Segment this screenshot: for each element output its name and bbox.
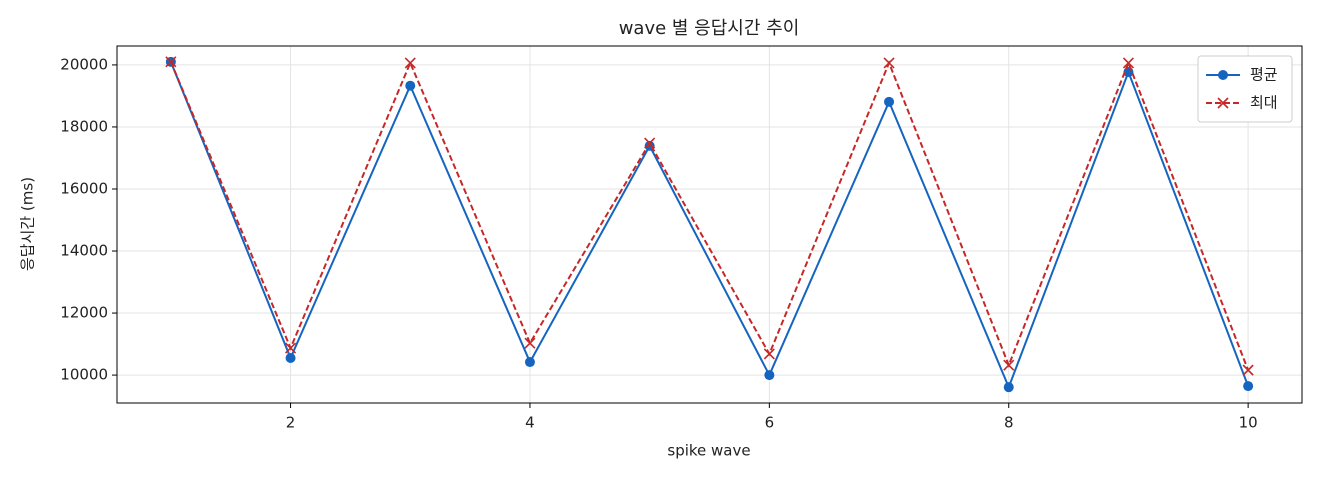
x-tick-label: 2 <box>286 414 296 432</box>
y-axis-label: 응답시간 (ms) <box>19 177 37 271</box>
legend-marker <box>1218 70 1228 80</box>
y-tick-label: 18000 <box>60 117 108 135</box>
y-tick-label: 10000 <box>60 366 108 384</box>
data-point <box>763 348 775 360</box>
data-point <box>524 357 535 368</box>
legend-marker <box>1217 97 1229 109</box>
y-tick-label: 16000 <box>60 179 108 197</box>
chart-title: wave 별 응답시간 추이 <box>619 18 800 39</box>
y-tick-label: 12000 <box>60 304 108 322</box>
data-point <box>1003 359 1015 371</box>
data-point <box>883 57 895 69</box>
y-tick-label: 14000 <box>60 242 108 260</box>
data-point <box>405 80 416 91</box>
data-point <box>644 137 656 149</box>
data-point <box>524 337 536 349</box>
x-tick-label: 10 <box>1239 414 1258 432</box>
legend-label: 평균 <box>1250 66 1278 84</box>
legend-box <box>1197 55 1293 123</box>
data-point <box>764 370 775 381</box>
data-point <box>284 342 297 354</box>
x-tick-label: 8 <box>1004 414 1014 432</box>
data-point <box>1242 364 1254 376</box>
x-tick-label: 6 <box>765 414 775 432</box>
plot-frame <box>116 45 1303 404</box>
data-point <box>1122 57 1135 69</box>
y-tick-label: 20000 <box>60 55 108 73</box>
data-point <box>1123 67 1134 78</box>
x-axis-label: spike wave <box>667 442 750 460</box>
data-point <box>1243 381 1254 392</box>
x-tick-label: 4 <box>525 414 535 432</box>
data-point <box>285 353 296 364</box>
data-point <box>404 57 416 69</box>
data-point <box>1003 382 1014 393</box>
data-point <box>884 96 895 107</box>
data-point <box>165 56 177 68</box>
series-line <box>169 60 1250 371</box>
legend-label: 최대 <box>1250 94 1278 112</box>
series-line <box>169 61 1250 390</box>
